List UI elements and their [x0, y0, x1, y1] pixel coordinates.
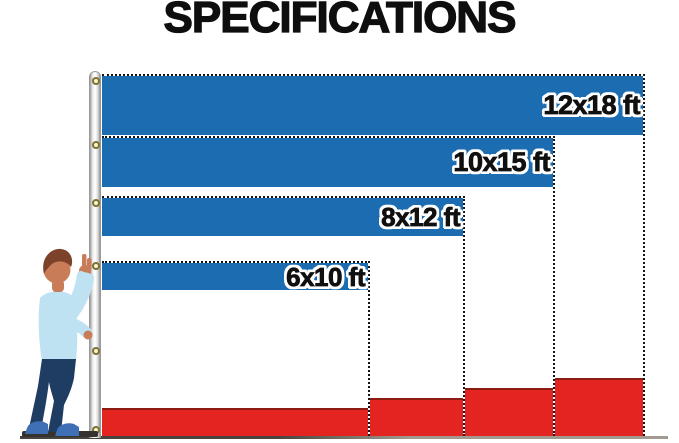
blue-stripe-10x15: 10x15 ft [102, 138, 553, 187]
grommet-icon [92, 199, 100, 207]
hair-icon [43, 248, 73, 274]
pants-icon [29, 359, 76, 432]
flagpole [89, 71, 101, 438]
page-title: SPECIFICATIONS [163, 0, 517, 42]
grommet-icon [92, 347, 100, 355]
size-label-8x12: 8x12 ft [381, 202, 461, 232]
grommet-icon [92, 77, 100, 85]
person-illustration [25, 248, 94, 436]
grommet-icon [92, 262, 100, 270]
shoe-icon [55, 423, 79, 436]
blue-stripe-8x12: 8x12 ft [102, 198, 463, 236]
flag-outline-6x10: 6x10 ft [102, 261, 370, 436]
torso-icon [38, 291, 78, 361]
ground-line [20, 436, 668, 439]
size-label-6x10: 6x10 ft [286, 261, 366, 292]
red-stripe-6x10 [102, 408, 368, 436]
size-label-12x18: 12x18 ft [543, 90, 641, 120]
blue-stripe-12x18: 12x18 ft [102, 76, 643, 135]
size-label-10x15: 10x15 ft [453, 147, 551, 177]
grommet-icon [92, 141, 100, 149]
blue-stripe-6x10: 6x10 ft [102, 263, 368, 290]
hand-icon [83, 330, 93, 340]
shoe-icon [25, 421, 48, 434]
